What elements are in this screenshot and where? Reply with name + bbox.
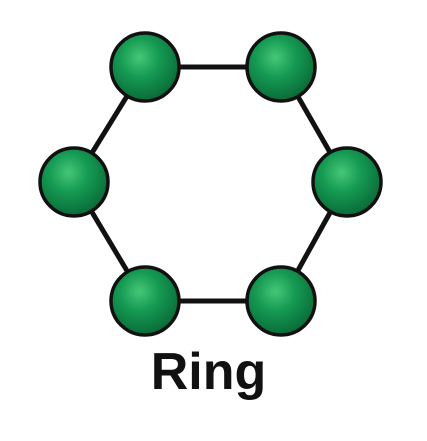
ring-nodes bbox=[38, 31, 383, 337]
diagram-caption: Ring bbox=[150, 343, 267, 401]
node-top-left bbox=[109, 31, 181, 103]
node-left bbox=[38, 146, 110, 218]
node-right bbox=[311, 146, 383, 218]
node-top-right bbox=[245, 31, 317, 103]
node-bottom-left bbox=[109, 265, 181, 337]
ring-edges bbox=[71, 64, 350, 304]
node-bottom-right bbox=[245, 265, 317, 337]
